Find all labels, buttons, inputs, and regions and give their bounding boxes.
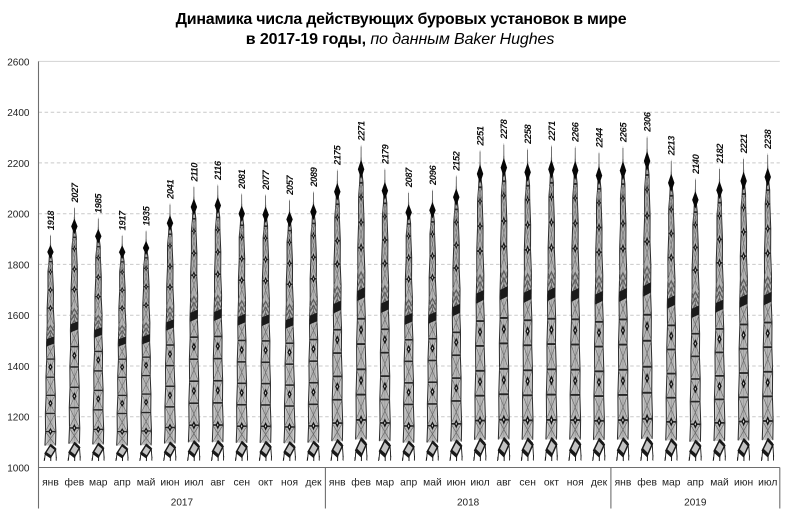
svg-text:июн: июн <box>734 478 753 489</box>
svg-text:2057: 2057 <box>285 174 295 195</box>
svg-text:ноя: ноя <box>567 478 584 489</box>
svg-text:2087: 2087 <box>404 167 414 188</box>
svg-text:1918: 1918 <box>46 210 56 230</box>
svg-text:1935: 1935 <box>141 205 151 225</box>
svg-text:1400: 1400 <box>7 362 30 373</box>
svg-text:2041: 2041 <box>165 180 175 200</box>
svg-text:2306: 2306 <box>642 111 652 132</box>
svg-text:2221: 2221 <box>739 134 749 154</box>
svg-text:2096: 2096 <box>428 165 438 186</box>
svg-text:2266: 2266 <box>571 121 581 142</box>
svg-text:янв: янв <box>615 478 632 489</box>
svg-text:окт: окт <box>544 478 559 489</box>
svg-text:2000: 2000 <box>7 210 30 221</box>
svg-text:мар: мар <box>89 478 108 489</box>
svg-text:2140: 2140 <box>691 153 701 174</box>
svg-text:сен: сен <box>233 478 250 489</box>
svg-text:май: май <box>710 478 729 489</box>
svg-text:2089: 2089 <box>309 166 319 187</box>
svg-text:2238: 2238 <box>763 129 773 150</box>
svg-text:2278: 2278 <box>499 118 509 139</box>
svg-text:Динамика числа действующих бу: Динамика числа действующих буровых устан… <box>176 11 627 28</box>
svg-text:2271: 2271 <box>547 121 557 141</box>
svg-text:июл: июл <box>184 478 203 489</box>
svg-text:1985: 1985 <box>94 193 104 213</box>
svg-text:май: май <box>423 478 442 489</box>
svg-text:2182: 2182 <box>715 143 725 164</box>
svg-text:май: май <box>137 478 156 489</box>
svg-text:мар: мар <box>662 478 681 489</box>
svg-text:фев: фев <box>637 477 657 489</box>
svg-text:фев: фев <box>351 477 371 489</box>
svg-text:в 2017-19 годы, по данным Bake: в 2017-19 годы, по данным Baker Hughes <box>246 31 555 48</box>
svg-text:2019: 2019 <box>684 498 707 509</box>
svg-text:июн: июн <box>447 478 466 489</box>
svg-text:1917: 1917 <box>118 210 128 230</box>
svg-text:2179: 2179 <box>380 143 390 164</box>
svg-text:2265: 2265 <box>618 122 628 143</box>
svg-text:2027: 2027 <box>70 182 80 203</box>
svg-text:2244: 2244 <box>594 127 604 148</box>
svg-text:1600: 1600 <box>7 311 30 322</box>
svg-text:июл: июл <box>470 478 489 489</box>
svg-text:2081: 2081 <box>237 169 247 189</box>
svg-text:дек: дек <box>305 478 322 489</box>
svg-text:2200: 2200 <box>7 159 30 170</box>
svg-text:2258: 2258 <box>523 123 533 144</box>
svg-text:2400: 2400 <box>7 108 30 119</box>
svg-text:1200: 1200 <box>7 413 30 424</box>
svg-text:апр: апр <box>114 478 131 489</box>
svg-text:апр: апр <box>687 478 704 489</box>
svg-text:ноя: ноя <box>281 478 298 489</box>
svg-text:1000: 1000 <box>7 464 30 475</box>
svg-text:2213: 2213 <box>667 135 677 156</box>
svg-text:авг: авг <box>496 478 511 489</box>
svg-text:июн: июн <box>160 478 179 489</box>
svg-text:2018: 2018 <box>457 498 480 509</box>
svg-text:дек: дек <box>591 478 608 489</box>
svg-text:1800: 1800 <box>7 260 30 271</box>
svg-text:сен: сен <box>519 478 536 489</box>
svg-text:2077: 2077 <box>261 169 271 190</box>
svg-text:2271: 2271 <box>356 121 366 141</box>
svg-text:фев: фев <box>65 477 85 489</box>
svg-text:2110: 2110 <box>189 162 199 183</box>
svg-text:мар: мар <box>376 478 395 489</box>
svg-text:июл: июл <box>758 478 777 489</box>
svg-text:апр: апр <box>400 478 417 489</box>
svg-text:2116: 2116 <box>213 160 223 181</box>
svg-text:2251: 2251 <box>475 126 485 146</box>
svg-text:янв: янв <box>329 478 346 489</box>
svg-text:янв: янв <box>42 478 59 489</box>
svg-text:2017: 2017 <box>171 498 194 509</box>
svg-text:2175: 2175 <box>333 145 343 166</box>
svg-text:2152: 2152 <box>452 150 462 171</box>
svg-text:2600: 2600 <box>7 57 30 68</box>
svg-text:авг: авг <box>210 478 225 489</box>
svg-text:окт: окт <box>258 478 273 489</box>
